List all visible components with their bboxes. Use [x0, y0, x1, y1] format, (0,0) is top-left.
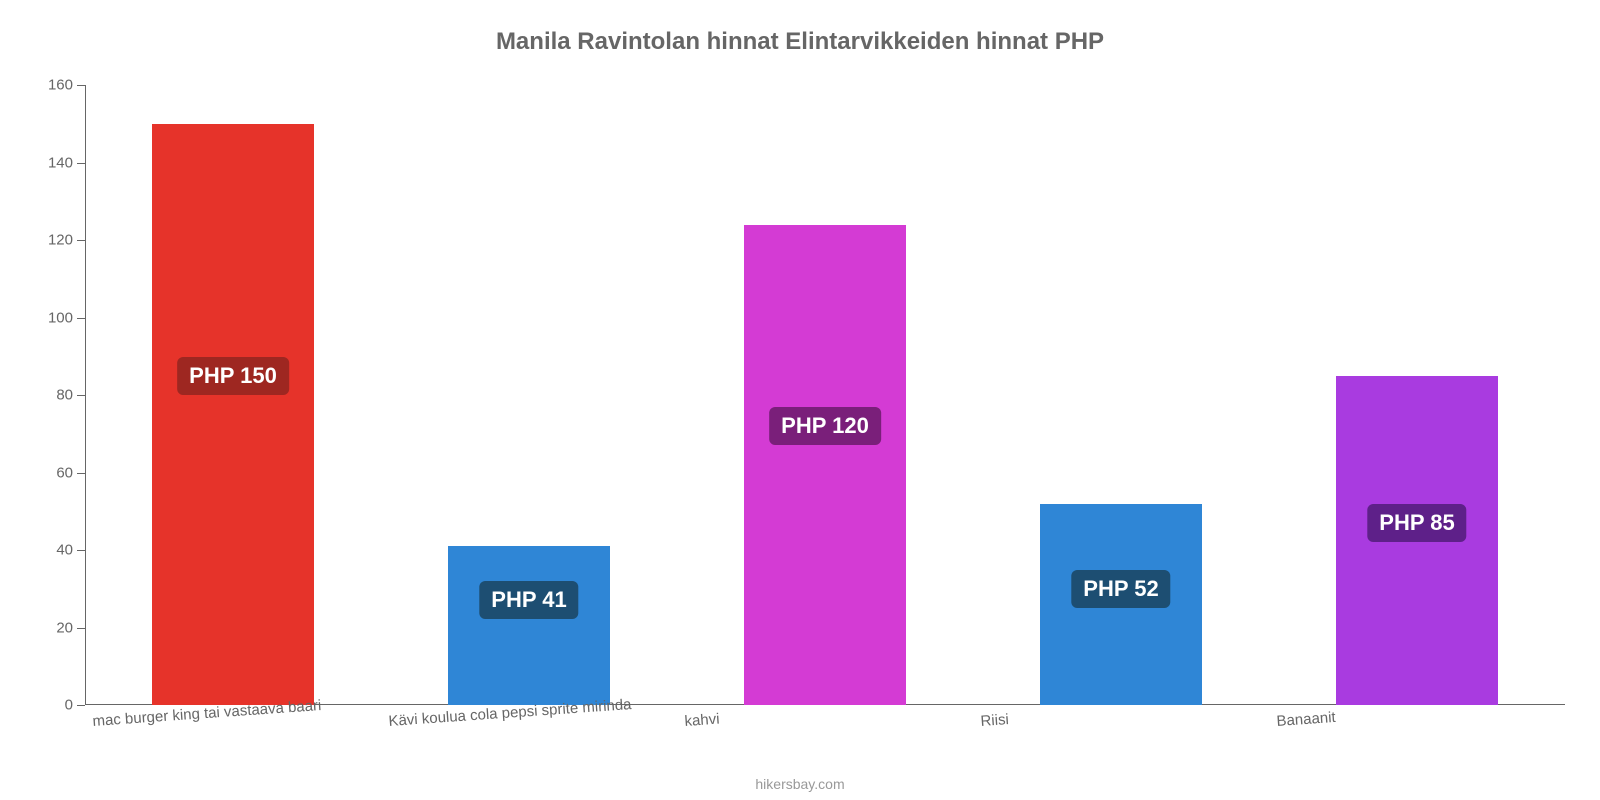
y-tick-label: 160: [23, 77, 73, 94]
y-tick: [77, 628, 85, 629]
bar: [744, 225, 907, 706]
y-tick: [77, 240, 85, 241]
bar-value-label: PHP 150: [177, 357, 289, 395]
y-tick-label: 60: [23, 464, 73, 481]
y-tick: [77, 395, 85, 396]
y-tick: [77, 163, 85, 164]
y-tick-label: 20: [23, 619, 73, 636]
bar-value-label: PHP 85: [1367, 504, 1466, 542]
y-axis: [85, 85, 86, 705]
y-tick-label: 40: [23, 542, 73, 559]
chart-plot-area: 020406080100120140160 PHP 150PHP 41PHP 1…: [85, 85, 1565, 705]
bar-value-label: PHP 52: [1071, 570, 1170, 608]
bar: [448, 546, 611, 705]
y-tick-label: 0: [23, 697, 73, 714]
x-tick-label: Riisi: [980, 711, 1009, 730]
y-tick: [77, 318, 85, 319]
y-tick: [77, 473, 85, 474]
chart-title: Manila Ravintolan hinnat Elintarvikkeide…: [0, 0, 1600, 56]
y-tick: [77, 550, 85, 551]
bar: [152, 124, 315, 705]
bar-value-label: PHP 41: [479, 581, 578, 619]
y-tick-label: 140: [23, 154, 73, 171]
y-tick: [77, 85, 85, 86]
y-tick-label: 120: [23, 232, 73, 249]
x-tick-label: Banaanit: [1276, 709, 1336, 730]
bar-value-label: PHP 120: [769, 407, 881, 445]
y-tick-label: 80: [23, 387, 73, 404]
x-tick-label: kahvi: [684, 711, 720, 730]
y-tick: [77, 705, 85, 706]
y-tick-label: 100: [23, 309, 73, 326]
attribution-text: hikersbay.com: [755, 776, 844, 792]
